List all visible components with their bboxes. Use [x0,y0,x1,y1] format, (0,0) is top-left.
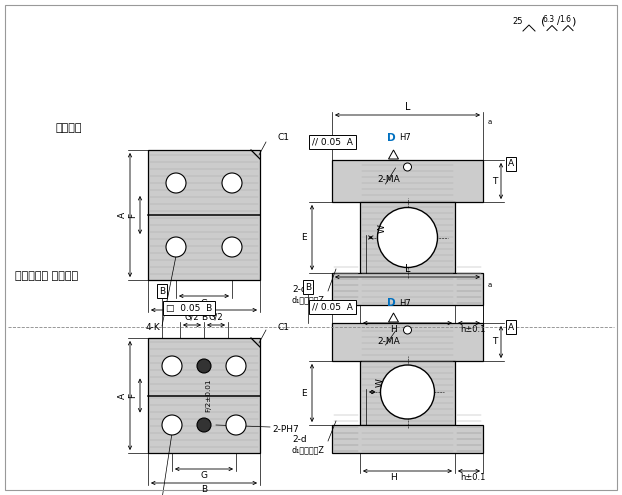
Text: G/2: G/2 [209,312,223,321]
Bar [360,361,455,425]
Circle shape [166,237,186,257]
Text: 25: 25 [513,16,523,26]
Circle shape [166,173,186,193]
Text: 侧面安装型 带定位孔: 侧面安装型 带定位孔 [15,271,78,281]
Text: E: E [301,233,307,242]
Circle shape [197,418,211,432]
Text: F: F [129,393,137,398]
Circle shape [162,415,182,435]
Text: G: G [200,298,208,307]
Bar [332,273,483,305]
Text: 2-d: 2-d [292,435,307,444]
Circle shape [226,356,246,376]
Circle shape [404,163,412,171]
Text: h±0.1: h±0.1 [460,326,486,335]
Circle shape [222,237,242,257]
Bar [148,150,260,280]
Text: 2-MA: 2-MA [378,176,400,185]
Text: H7: H7 [399,298,411,307]
Text: A: A [118,212,126,218]
Text: 2-MA: 2-MA [378,337,400,346]
Text: H7: H7 [399,134,411,143]
Bar [332,425,483,453]
Text: a: a [488,119,492,125]
Text: A: A [508,159,514,168]
Text: F/2±0.01: F/2±0.01 [205,379,211,412]
Circle shape [226,415,246,435]
Text: G: G [200,472,208,481]
Text: H: H [390,326,397,335]
Text: B: B [305,283,311,292]
Bar [332,160,483,202]
Text: d₁沉孔深度Z: d₁沉孔深度Z [292,296,325,304]
Text: W: W [376,379,384,388]
Text: L: L [405,264,411,274]
Bar [332,323,483,361]
Circle shape [162,356,182,376]
Bar [148,338,260,453]
Text: (: ( [541,16,545,26]
Polygon shape [389,150,399,159]
Text: D: D [387,133,396,143]
Text: 6.3: 6.3 [543,15,555,24]
Text: 2-d: 2-d [292,285,307,294]
Text: G/2: G/2 [185,312,199,321]
Text: // 0.05  A: // 0.05 A [312,138,353,147]
Circle shape [197,359,211,373]
Text: W: W [378,224,386,233]
Text: /: / [557,16,560,26]
Bar [360,202,455,273]
Text: E: E [301,389,307,397]
Text: L: L [405,102,411,112]
Text: A: A [508,323,514,332]
Text: C1: C1 [278,134,290,143]
Circle shape [404,326,412,334]
Text: 侧面安装: 侧面安装 [55,123,81,133]
Circle shape [378,207,437,267]
Text: □  0.05  B: □ 0.05 B [166,303,212,312]
Text: D: D [387,298,396,308]
Text: T: T [492,338,498,346]
Text: F: F [129,212,137,218]
Text: a: a [488,282,492,288]
Text: // 0.05  A: // 0.05 A [312,302,353,311]
Text: B: B [201,486,207,495]
Polygon shape [389,313,399,322]
Text: 4-K: 4-K [146,324,160,333]
Text: A: A [118,393,126,398]
Text: 2-PH7: 2-PH7 [272,425,299,434]
Text: C1: C1 [278,324,290,333]
Text: ): ) [571,16,575,26]
Text: d₁沉孔深度Z: d₁沉孔深度Z [292,446,325,454]
Text: h±0.1: h±0.1 [460,474,486,483]
Text: B: B [159,287,165,296]
Text: 1.6: 1.6 [559,15,571,24]
Circle shape [381,365,435,419]
Text: T: T [492,177,498,186]
Text: H: H [390,474,397,483]
Circle shape [222,173,242,193]
Text: B: B [201,312,207,321]
